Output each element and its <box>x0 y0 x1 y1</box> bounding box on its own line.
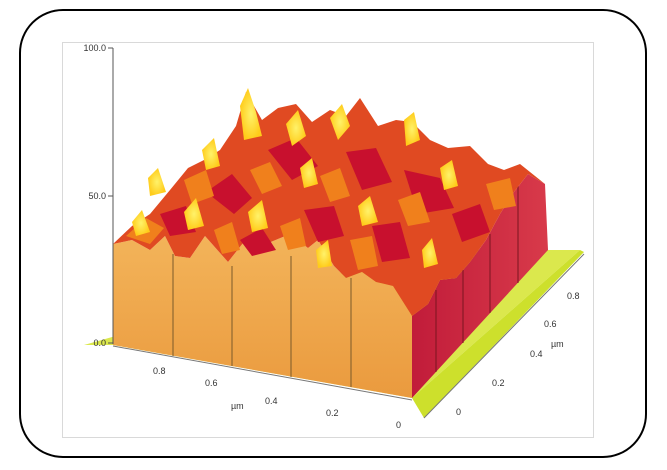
side-grid-lines <box>435 186 519 372</box>
front-grid-lines <box>172 254 352 387</box>
x-tick-label-0.2: 0.2 <box>326 408 339 418</box>
front-face <box>113 234 412 398</box>
surface-peaks <box>132 88 458 268</box>
x-tick-label-0.6: 0.6 <box>205 378 218 388</box>
floor-right <box>412 250 584 418</box>
y-tick-label-0.8: 0.8 <box>567 291 580 301</box>
x-axis-unit: µm <box>231 401 244 411</box>
surface-mid <box>126 162 516 270</box>
y-tick-label-0.4: 0.4 <box>530 349 543 359</box>
y-tick-label-0: 0 <box>456 407 461 417</box>
x-axis-line <box>112 345 413 401</box>
y-tick-label-0.2: 0.2 <box>492 378 505 388</box>
side-face <box>412 174 548 398</box>
x-tick-label-0.8: 0.8 <box>153 366 166 376</box>
x-tick-label-0.4: 0.4 <box>265 396 278 406</box>
y-axis-unit: µm <box>551 339 564 349</box>
y-tick-label-0.6: 0.6 <box>544 319 557 329</box>
y-axis-line <box>423 253 585 419</box>
z-tick-label-0: 0.0 <box>93 338 106 348</box>
z-tick-label-100: 100.0 <box>83 43 106 53</box>
x-tick-label-0: 0 <box>396 420 401 430</box>
z-tick-label-50: 50.0 <box>88 191 106 201</box>
